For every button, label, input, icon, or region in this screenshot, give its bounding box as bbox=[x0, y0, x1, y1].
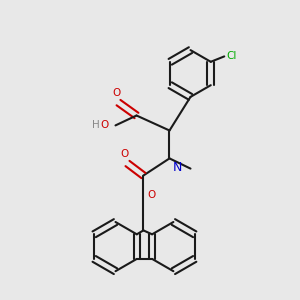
Text: H: H bbox=[92, 120, 100, 130]
Text: O: O bbox=[147, 190, 155, 200]
Text: O: O bbox=[120, 149, 129, 159]
Text: O: O bbox=[100, 120, 108, 130]
Text: Cl: Cl bbox=[227, 51, 237, 61]
Text: N: N bbox=[173, 161, 182, 174]
Text: O: O bbox=[112, 88, 120, 98]
